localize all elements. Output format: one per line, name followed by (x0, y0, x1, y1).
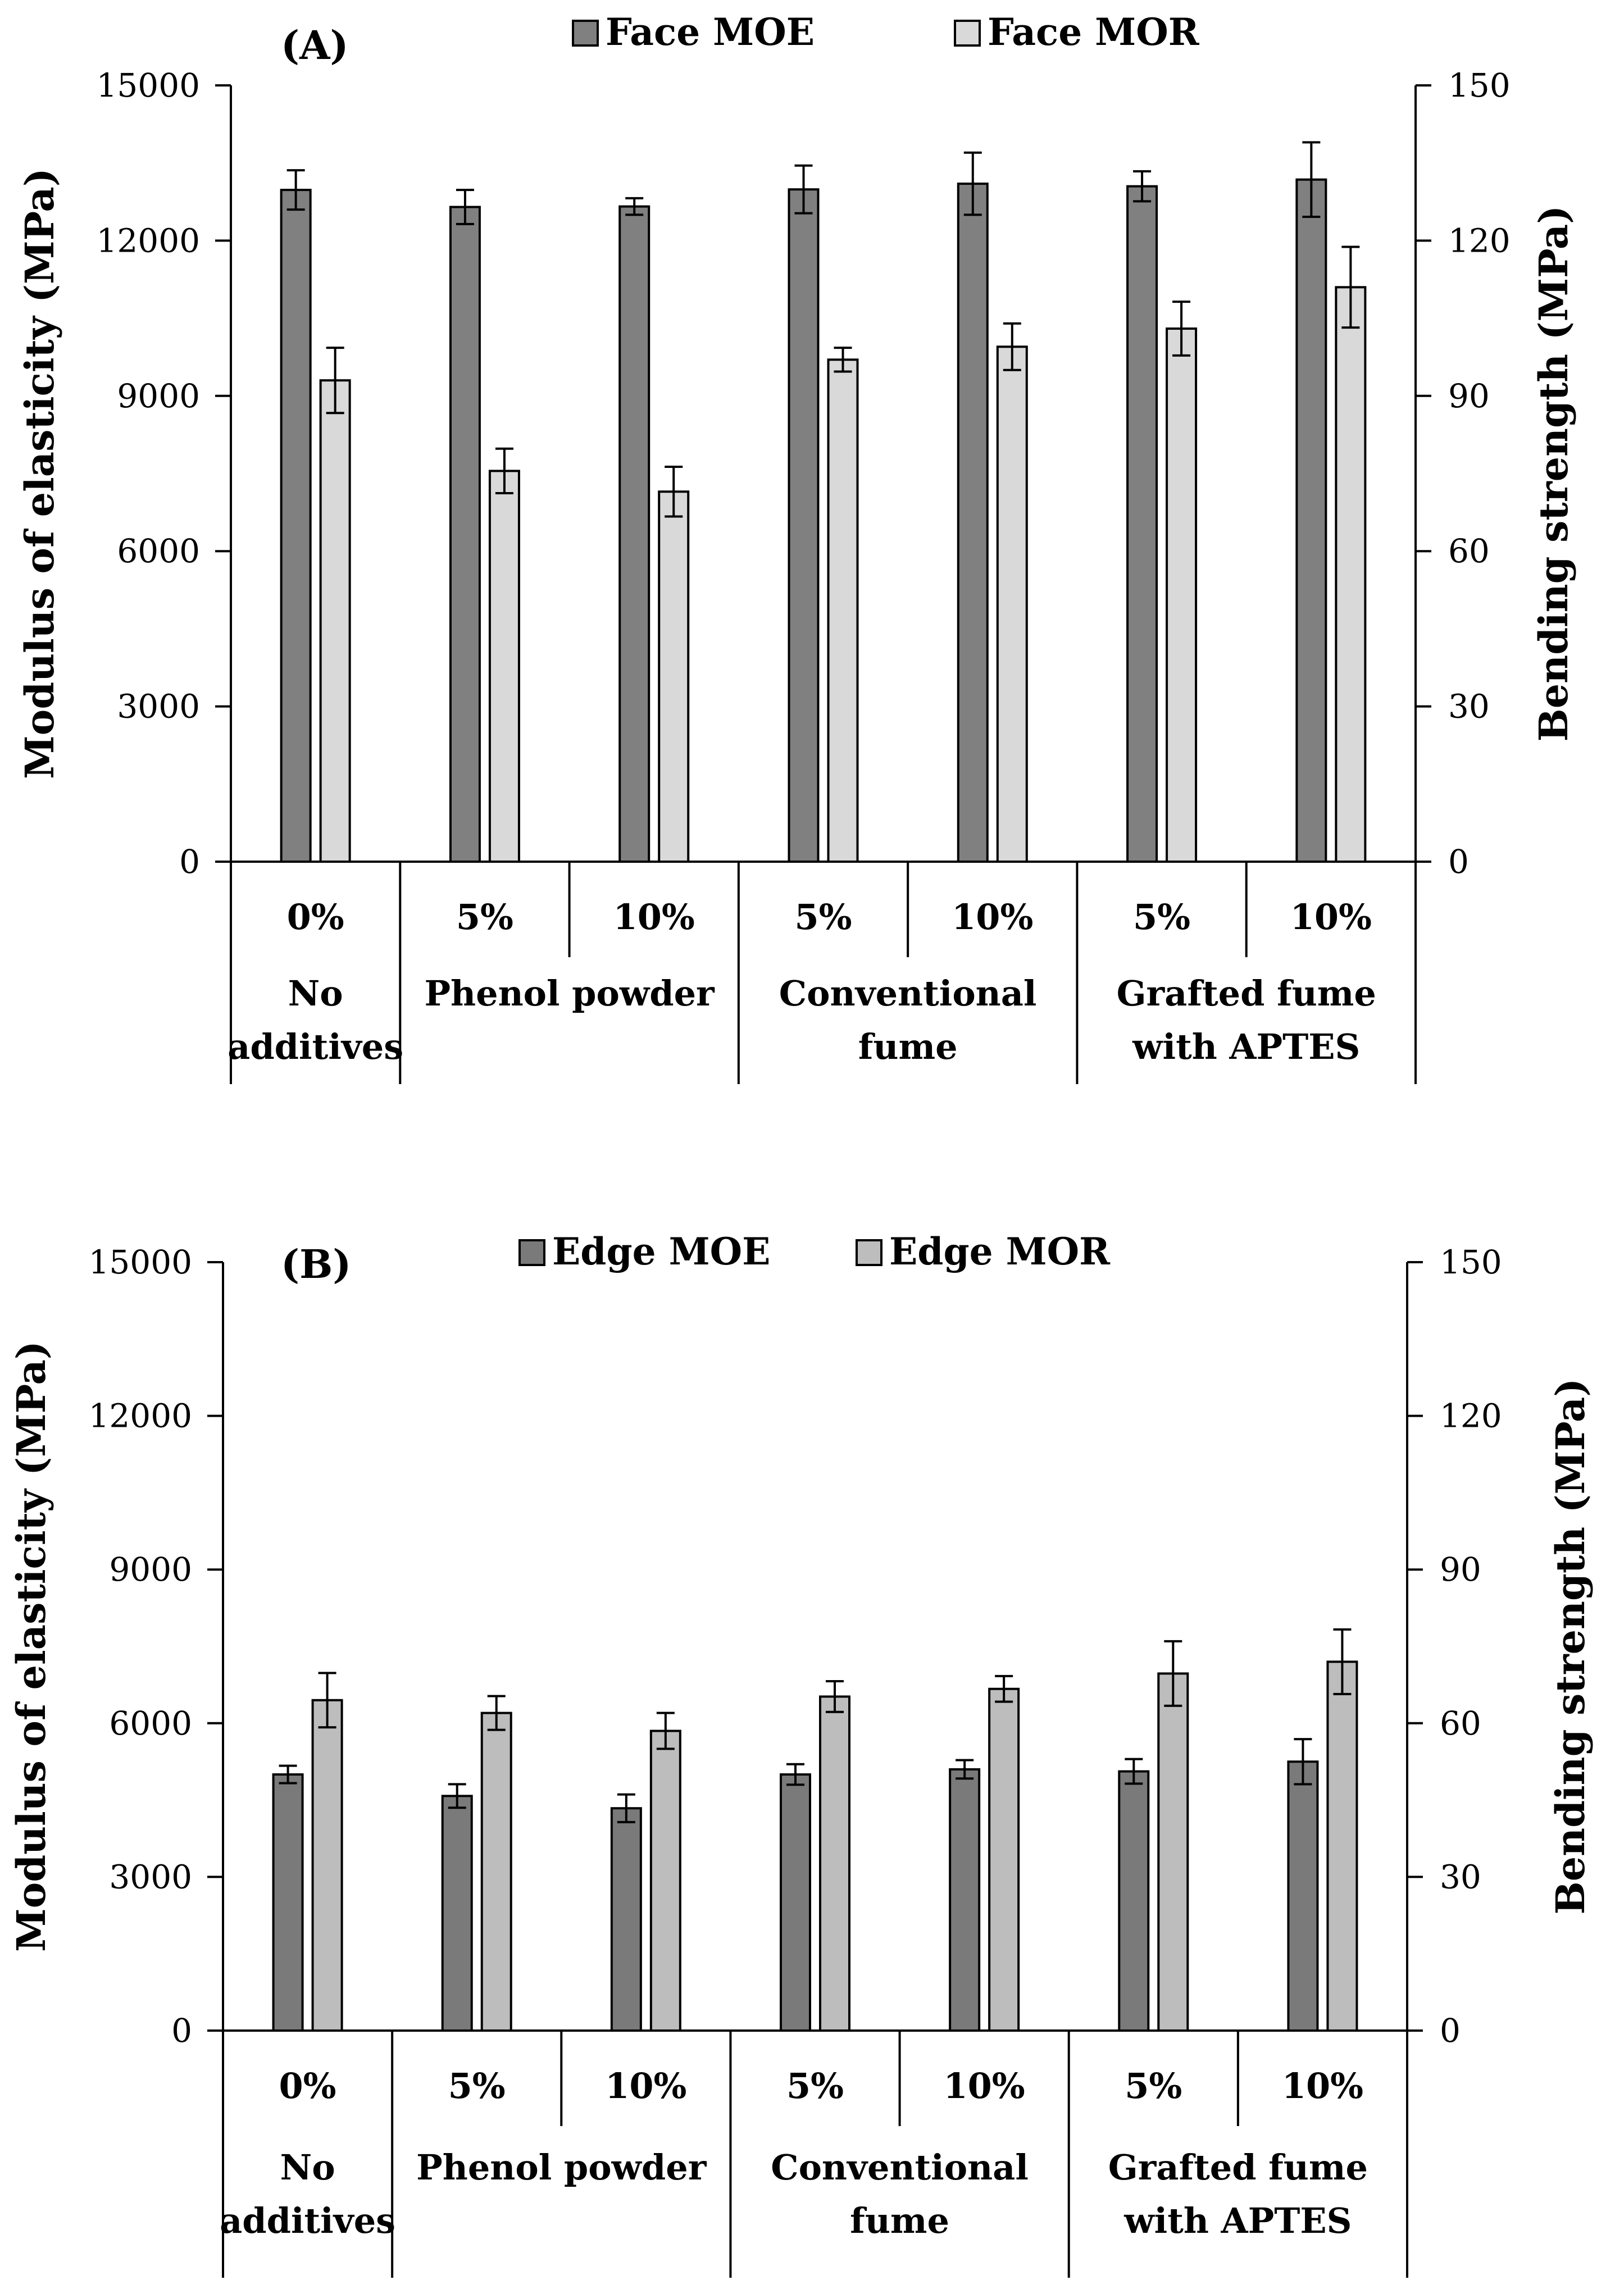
group-label: No (288, 973, 343, 1014)
left-tick-label: 9000 (117, 377, 200, 415)
bar (480, 1712, 512, 2032)
right-tick-label: 0 (1448, 843, 1469, 881)
right-tick-label: 150 (1448, 66, 1511, 104)
legend-label: Edge MOR (889, 1230, 1111, 1273)
group-label: No (280, 2147, 335, 2188)
panel-b-chart: 0 3000 6000 9000 12000 15000 0 30 60 90 120 150 Modu… (8, 1230, 1594, 2278)
group-label: additives (220, 2200, 395, 2241)
category-label: 10% (613, 896, 695, 938)
panel-label: (A) (281, 22, 349, 69)
left-tick-label: 0 (179, 843, 200, 881)
bar (441, 1795, 473, 2032)
group-label: with APTES (1132, 1026, 1360, 1067)
group-label: Grafted fume (1108, 2147, 1368, 2188)
right-tick-label: 90 (1448, 377, 1490, 415)
bar (957, 183, 989, 863)
group-label: fume (858, 1026, 958, 1067)
category-label: 10% (1282, 2065, 1363, 2106)
bar (1287, 1760, 1319, 2032)
bar (1166, 327, 1198, 863)
right-tick-label: 60 (1440, 1704, 1481, 1742)
legend-label: Face MOR (988, 10, 1200, 54)
group-label: Conventional (771, 2147, 1029, 2188)
category-label: 10% (944, 2065, 1025, 2106)
bar (780, 1773, 811, 2032)
right-tick-label: 30 (1448, 688, 1490, 726)
bar (1118, 1770, 1150, 2032)
bar (272, 1773, 304, 2032)
left-tick-label: 0 (171, 2012, 192, 2050)
bar (280, 189, 312, 863)
left-tick-label: 3000 (117, 688, 200, 726)
group-label: with APTES (1123, 2200, 1352, 2241)
category-label: 0% (287, 896, 344, 938)
bar (819, 1695, 850, 2032)
left-tick-label: 12000 (96, 221, 200, 260)
category-label: 5% (456, 896, 513, 938)
bar (1157, 1672, 1189, 2032)
left-tick-label: 15000 (96, 66, 200, 104)
left-tick-label: 9000 (109, 1550, 192, 1589)
right-tick-label: 150 (1440, 1243, 1502, 1281)
bar (610, 1807, 642, 2032)
group-label: Phenol powder (424, 973, 715, 1014)
right-tick-label: 120 (1440, 1397, 1502, 1435)
legend-swatch (518, 1239, 545, 1266)
left-axis-title: Modulus of elasticity (MPa) (16, 168, 63, 779)
bar (658, 490, 690, 863)
right-axis-title: Bending strength (MPa) (1530, 206, 1577, 742)
category-label: 5% (1125, 2065, 1182, 2106)
category-label: 5% (1133, 896, 1190, 938)
bar (996, 345, 1028, 863)
left-tick-label: 6000 (109, 1704, 192, 1742)
legend-swatch (954, 20, 981, 47)
right-tick-label: 60 (1448, 532, 1490, 570)
category-label: 5% (786, 2065, 844, 2106)
bar (988, 1687, 1020, 2032)
left-tick-label: 6000 (117, 532, 200, 570)
group-label: Conventional (779, 973, 1037, 1014)
right-tick-label: 30 (1440, 1858, 1481, 1896)
bar (827, 358, 859, 863)
bar (949, 1768, 981, 2032)
bar (1126, 185, 1158, 863)
legend-label: Edge MOE (552, 1230, 770, 1273)
right-axis-title: Bending strength (MPa) (1547, 1378, 1594, 1915)
bar (488, 470, 520, 863)
category-label: 5% (794, 896, 852, 938)
right-tick-label: 90 (1440, 1550, 1481, 1589)
bar (311, 1699, 343, 2032)
legend-swatch (856, 1239, 882, 1266)
bar (1335, 286, 1367, 863)
category-label: 0% (279, 2065, 336, 2106)
bar (788, 188, 820, 863)
legend-swatch (572, 20, 599, 47)
left-tick-label: 12000 (88, 1397, 192, 1435)
group-label: fume (850, 2200, 949, 2241)
bar (618, 205, 650, 863)
bar (1326, 1660, 1358, 2032)
group-label: additives (228, 1026, 403, 1067)
left-tick-label: 3000 (109, 1858, 192, 1896)
group-label: Phenol powder (416, 2147, 707, 2188)
left-tick-label: 15000 (88, 1243, 192, 1281)
bar (1295, 178, 1327, 863)
category-label: 10% (952, 896, 1033, 938)
right-tick-label: 120 (1448, 221, 1511, 260)
category-label: 10% (1290, 896, 1372, 938)
bar (449, 206, 481, 863)
category-label: 5% (448, 2065, 506, 2106)
panel-a-chart: 0 3000 6000 9000 12000 15000 0 30 60 90 120 150 Modu… (16, 10, 1577, 1084)
group-label: Grafted fume (1117, 973, 1376, 1014)
panel-label: (B) (281, 1241, 351, 1287)
category-label: 10% (605, 2065, 686, 2106)
left-axis-title: Modulus of elasticity (MPa) (8, 1341, 54, 1952)
right-tick-label: 0 (1440, 2012, 1461, 2050)
bar (649, 1730, 681, 2032)
legend-label: Face MOE (606, 10, 815, 54)
bar (319, 379, 351, 863)
